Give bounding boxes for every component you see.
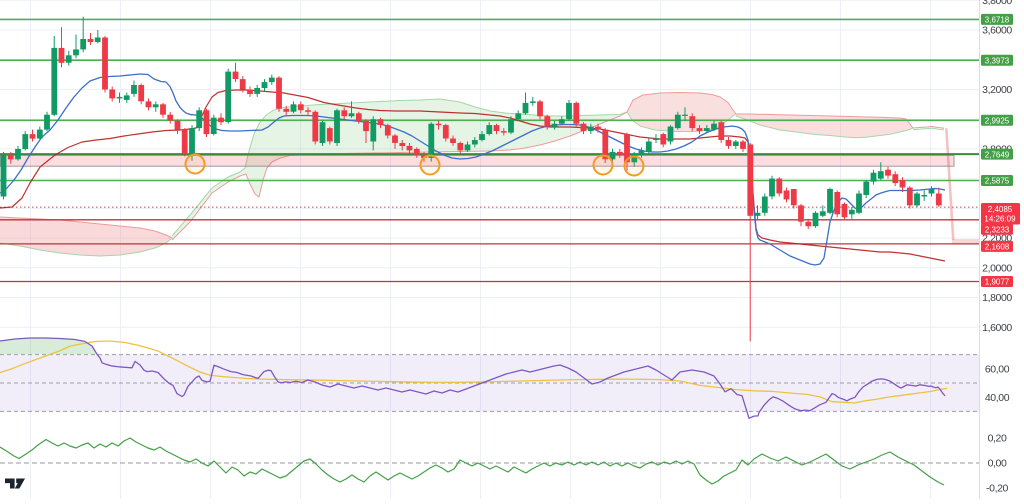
svg-text:3,6000: 3,6000	[982, 25, 1012, 37]
svg-text:-0,20: -0,20	[986, 483, 1008, 495]
svg-text:2,3233: 2,3233	[985, 226, 1010, 235]
svg-text:3,2000: 3,2000	[982, 84, 1012, 96]
svg-text:2,5875: 2,5875	[985, 177, 1010, 186]
svg-text:2,7649: 2,7649	[985, 150, 1010, 159]
svg-text:14:26:09: 14:26:09	[984, 214, 1016, 223]
svg-text:3,8000: 3,8000	[982, 0, 1012, 7]
svg-text:3,6718: 3,6718	[985, 16, 1010, 25]
svg-text:1,8000: 1,8000	[982, 292, 1012, 304]
svg-text:60,00: 60,00	[985, 363, 1010, 375]
svg-text:0,20: 0,20	[988, 433, 1007, 445]
svg-text:1,9077: 1,9077	[985, 278, 1010, 287]
svg-text:2,4085: 2,4085	[988, 205, 1013, 214]
svg-text:40,00: 40,00	[985, 392, 1010, 404]
svg-text:2,9925: 2,9925	[985, 117, 1010, 126]
svg-text:2,0000: 2,0000	[982, 262, 1012, 274]
svg-text:0,00: 0,00	[988, 458, 1007, 470]
svg-text:1,6000: 1,6000	[982, 322, 1012, 334]
svg-text:3,3973: 3,3973	[985, 56, 1010, 65]
svg-text:2,1608: 2,1608	[985, 243, 1010, 252]
